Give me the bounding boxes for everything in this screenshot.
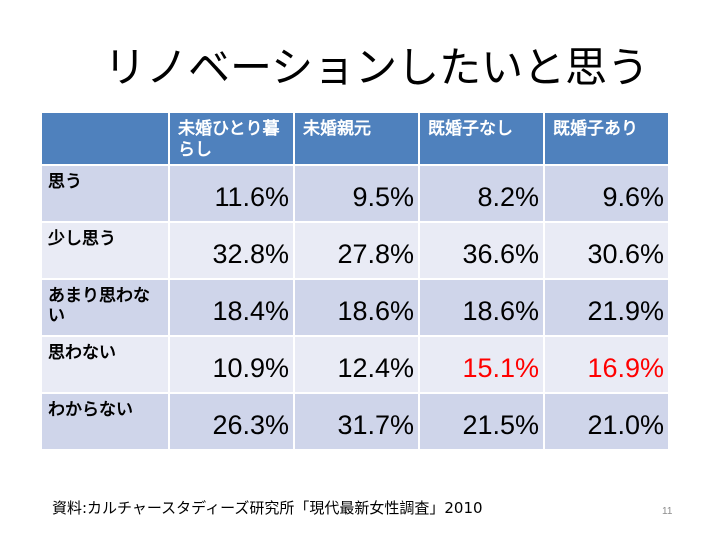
header-row: 未婚ひとり暮らし 未婚親元 既婚子なし 既婚子あり bbox=[40, 111, 670, 166]
row-label: わからない bbox=[40, 392, 170, 451]
table-cell: 31.7% bbox=[293, 392, 420, 451]
table-cell: 27.8% bbox=[293, 221, 420, 280]
table-cell: 10.9% bbox=[168, 335, 295, 394]
table-cell: 18.6% bbox=[418, 278, 545, 337]
table-row: 少し思う 32.8% 27.8% 36.6% 30.6% bbox=[40, 221, 670, 280]
table-cell: 32.8% bbox=[168, 221, 295, 280]
table-cell: 18.6% bbox=[293, 278, 420, 337]
table-cell: 36.6% bbox=[418, 221, 545, 280]
table-cell-highlighted: 16.9% bbox=[543, 335, 670, 394]
header-single-with-parents: 未婚親元 bbox=[293, 111, 420, 166]
table-row: 思う 11.6% 9.5% 8.2% 9.6% bbox=[40, 164, 670, 223]
table-cell: 21.5% bbox=[418, 392, 545, 451]
table-cell: 21.9% bbox=[543, 278, 670, 337]
table-cell: 30.6% bbox=[543, 221, 670, 280]
row-label: 思う bbox=[40, 164, 170, 223]
source-note: 資料:カルチャースタディーズ研究所「現代最新女性調査」2010 bbox=[52, 499, 483, 517]
header-single-living-alone: 未婚ひとり暮らし bbox=[168, 111, 295, 166]
row-label: 少し思う bbox=[40, 221, 170, 280]
table-row: 思わない 10.9% 12.4% 15.1% 16.9% bbox=[40, 335, 670, 394]
row-label: あまり思わない bbox=[40, 278, 170, 337]
header-corner bbox=[40, 111, 170, 166]
header-married-with-children: 既婚子あり bbox=[543, 111, 670, 166]
table-cell: 9.6% bbox=[543, 164, 670, 223]
row-label: 思わない bbox=[40, 335, 170, 394]
table-cell: 12.4% bbox=[293, 335, 420, 394]
header-married-no-children: 既婚子なし bbox=[418, 111, 545, 166]
table-cell: 18.4% bbox=[168, 278, 295, 337]
table-row: わからない 26.3% 31.7% 21.5% 21.0% bbox=[40, 392, 670, 451]
table-cell: 9.5% bbox=[293, 164, 420, 223]
slide-title: リノベーションしたいと思う bbox=[104, 43, 650, 92]
table-cell: 26.3% bbox=[168, 392, 295, 451]
table-cell: 21.0% bbox=[543, 392, 670, 451]
table-cell: 8.2% bbox=[418, 164, 545, 223]
survey-table: 未婚ひとり暮らし 未婚親元 既婚子なし 既婚子あり 思う 11.6% 9.5% … bbox=[40, 111, 670, 451]
page-number: 11 bbox=[662, 506, 673, 517]
table-row: あまり思わない 18.4% 18.6% 18.6% 21.9% bbox=[40, 278, 670, 337]
table-cell: 11.6% bbox=[168, 164, 295, 223]
table-cell-highlighted: 15.1% bbox=[418, 335, 545, 394]
